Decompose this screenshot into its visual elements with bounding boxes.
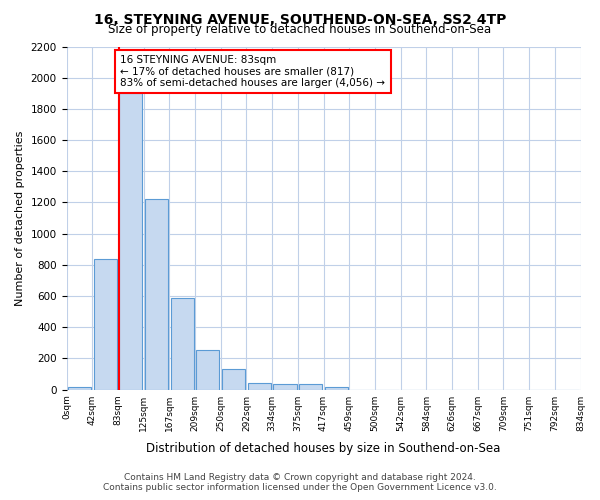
- Bar: [68, 386, 91, 390]
- Bar: [274, 384, 296, 390]
- Y-axis label: Number of detached properties: Number of detached properties: [15, 130, 25, 306]
- Bar: [222, 370, 245, 390]
- X-axis label: Distribution of detached houses by size in Southend-on-Sea: Distribution of detached houses by size …: [146, 442, 501, 455]
- Bar: [299, 384, 322, 390]
- Text: 16, STEYNING AVENUE, SOUTHEND-ON-SEA, SS2 4TP: 16, STEYNING AVENUE, SOUTHEND-ON-SEA, SS…: [94, 12, 506, 26]
- Text: Size of property relative to detached houses in Southend-on-Sea: Size of property relative to detached ho…: [109, 22, 491, 36]
- Bar: [248, 382, 271, 390]
- Bar: [170, 298, 194, 390]
- Bar: [119, 94, 142, 390]
- Text: 16 STEYNING AVENUE: 83sqm
← 17% of detached houses are smaller (817)
83% of semi: 16 STEYNING AVENUE: 83sqm ← 17% of detac…: [121, 55, 385, 88]
- Bar: [94, 258, 116, 390]
- Text: Contains HM Land Registry data © Crown copyright and database right 2024.
Contai: Contains HM Land Registry data © Crown c…: [103, 473, 497, 492]
- Bar: [145, 200, 168, 390]
- Bar: [196, 350, 220, 390]
- Bar: [325, 388, 348, 390]
